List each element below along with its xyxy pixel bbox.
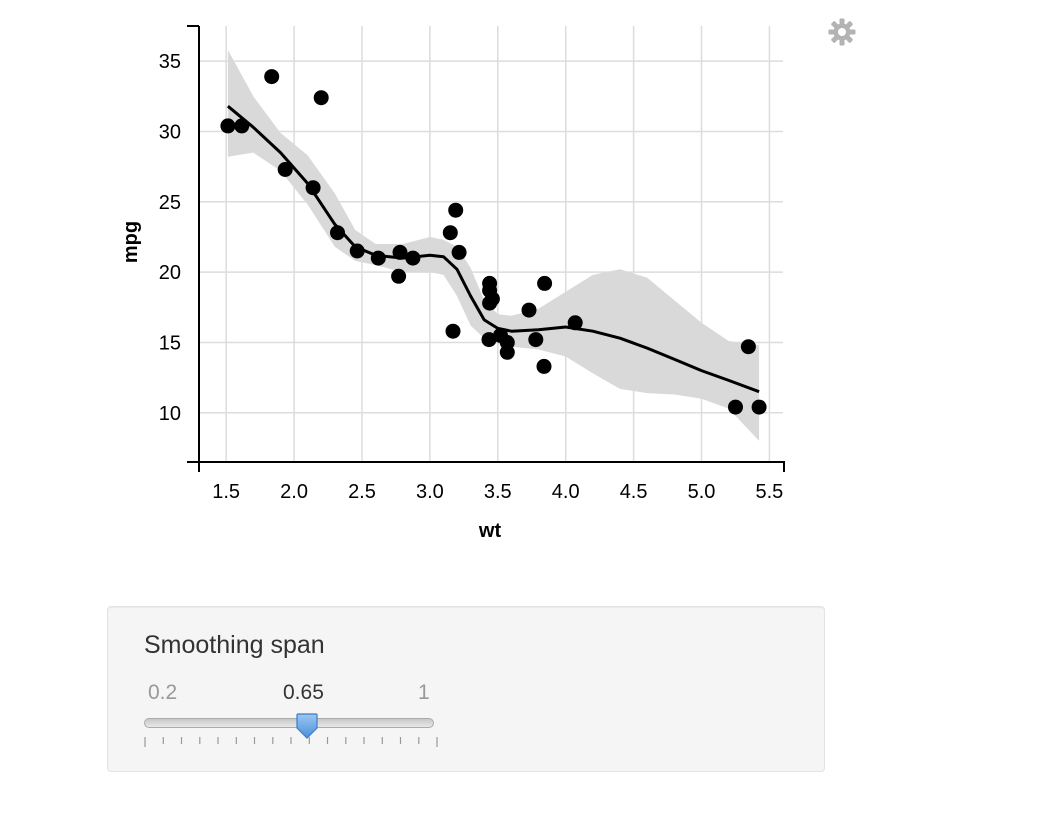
gear-icon bbox=[828, 18, 856, 46]
data-point bbox=[482, 275, 498, 291]
scatter-plot: 1.5 2.0 2.5 3.0 3.5 4.0 4.5 5.0 5.5 10 15 20 25 30 35… bbox=[120, 25, 785, 542]
y-tick-label: 15 bbox=[159, 332, 181, 354]
data-point bbox=[751, 399, 767, 415]
data-point bbox=[445, 323, 461, 339]
smooth-line bbox=[226, 105, 760, 394]
data-point bbox=[330, 225, 345, 241]
data-point bbox=[728, 399, 743, 415]
x-axis-ticks: 1.5 2.0 2.5 3.0 3.5 4.0 4.5 5.0 5.5 bbox=[198, 462, 785, 503]
slider-min-label: 0.2 bbox=[148, 681, 178, 704]
slider-value-label: 0.65 bbox=[283, 681, 324, 704]
slider-handle[interactable] bbox=[296, 713, 318, 739]
x-tick-label: 5.5 bbox=[756, 481, 784, 503]
data-points bbox=[220, 69, 767, 415]
data-point bbox=[499, 335, 515, 350]
data-point bbox=[537, 275, 553, 291]
x-tick-label: 2.5 bbox=[348, 481, 376, 503]
x-tick-label: 5.0 bbox=[688, 481, 716, 503]
x-tick-label: 3.0 bbox=[416, 481, 444, 503]
slider-panel: Smoothing span 0.2 0.65 1 bbox=[107, 606, 825, 772]
data-point bbox=[448, 202, 464, 218]
grid-lines bbox=[199, 26, 783, 462]
data-point bbox=[264, 69, 280, 85]
data-point bbox=[442, 225, 458, 241]
axes: 1.5 2.0 2.5 3.0 3.5 4.0 4.5 5.0 5.5 10 15 20 25 30 35 bbox=[159, 25, 785, 503]
y-tick-label: 30 bbox=[159, 121, 181, 143]
data-point bbox=[392, 244, 408, 260]
data-point bbox=[482, 295, 498, 311]
settings-gear-icon[interactable] bbox=[826, 16, 858, 48]
x-tick-label: 3.5 bbox=[484, 481, 512, 503]
slider-track[interactable] bbox=[144, 718, 434, 728]
data-point bbox=[521, 302, 537, 318]
x-tick-label: 4.0 bbox=[552, 481, 580, 503]
data-point bbox=[313, 90, 329, 106]
data-point bbox=[536, 358, 552, 374]
data-point bbox=[349, 243, 365, 259]
y-tick-label: 10 bbox=[159, 403, 181, 425]
x-tick-label: 2.0 bbox=[280, 481, 308, 503]
data-point bbox=[740, 339, 756, 355]
span-slider[interactable]: 0.2 0.65 1 bbox=[144, 677, 444, 757]
y-axis-label: mpg bbox=[120, 221, 142, 263]
data-point bbox=[220, 118, 236, 134]
data-point bbox=[234, 118, 250, 134]
data-point bbox=[405, 250, 421, 266]
data-point bbox=[528, 332, 544, 348]
data-point bbox=[277, 162, 293, 177]
slider-tick-marks bbox=[144, 737, 438, 747]
x-axis-label: wt bbox=[478, 520, 502, 542]
data-point bbox=[305, 180, 321, 196]
x-tick-label: 1.5 bbox=[212, 481, 240, 503]
slider-label: Smoothing span bbox=[144, 631, 325, 659]
x-tick-label: 4.5 bbox=[620, 481, 648, 503]
data-point bbox=[370, 250, 386, 266]
y-tick-label: 35 bbox=[159, 51, 181, 73]
data-point bbox=[481, 332, 497, 348]
plot-svg: 1.5 2.0 2.5 3.0 3.5 4.0 4.5 5.0 5.5 10 15 20 25 30 35… bbox=[120, 25, 785, 542]
data-point bbox=[451, 244, 467, 260]
y-tick-label: 25 bbox=[159, 192, 181, 214]
confidence-ribbon bbox=[227, 49, 760, 441]
slider-max-label: 1 bbox=[418, 681, 430, 704]
y-axis-ticks: 10 15 20 25 30 35 bbox=[159, 25, 199, 425]
data-point bbox=[567, 315, 583, 331]
y-tick-label: 20 bbox=[159, 262, 181, 284]
data-point bbox=[391, 268, 407, 284]
